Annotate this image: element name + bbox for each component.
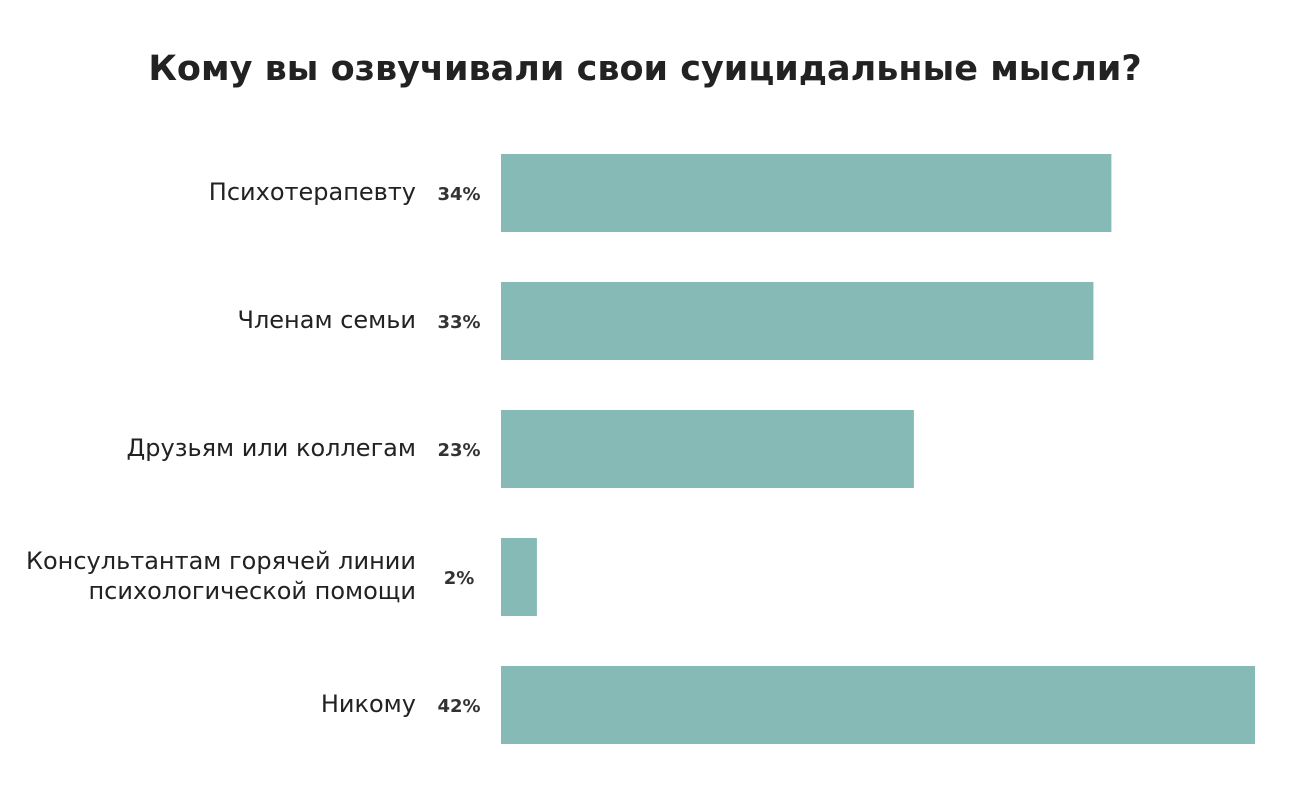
bar bbox=[501, 410, 914, 488]
category-label: Никому bbox=[321, 690, 416, 718]
bar bbox=[501, 666, 1255, 744]
bar bbox=[501, 538, 537, 616]
value-label: 2% bbox=[444, 568, 475, 589]
category-label: Консультантам горячей линии психологическ… bbox=[26, 547, 416, 605]
category-label: Друзьям или коллегам bbox=[127, 434, 416, 462]
value-label: 34% bbox=[437, 184, 480, 205]
category-label: Психотерапевту bbox=[209, 178, 416, 206]
value-label: 42% bbox=[437, 696, 480, 717]
chart-title: Кому вы озвучивали свои суицидальные мыс… bbox=[148, 49, 1141, 89]
value-label: 23% bbox=[437, 440, 480, 461]
category-label: Членам семьи bbox=[238, 306, 417, 334]
value-label: 33% bbox=[437, 312, 480, 333]
bar bbox=[501, 282, 1094, 360]
bar bbox=[501, 154, 1112, 232]
